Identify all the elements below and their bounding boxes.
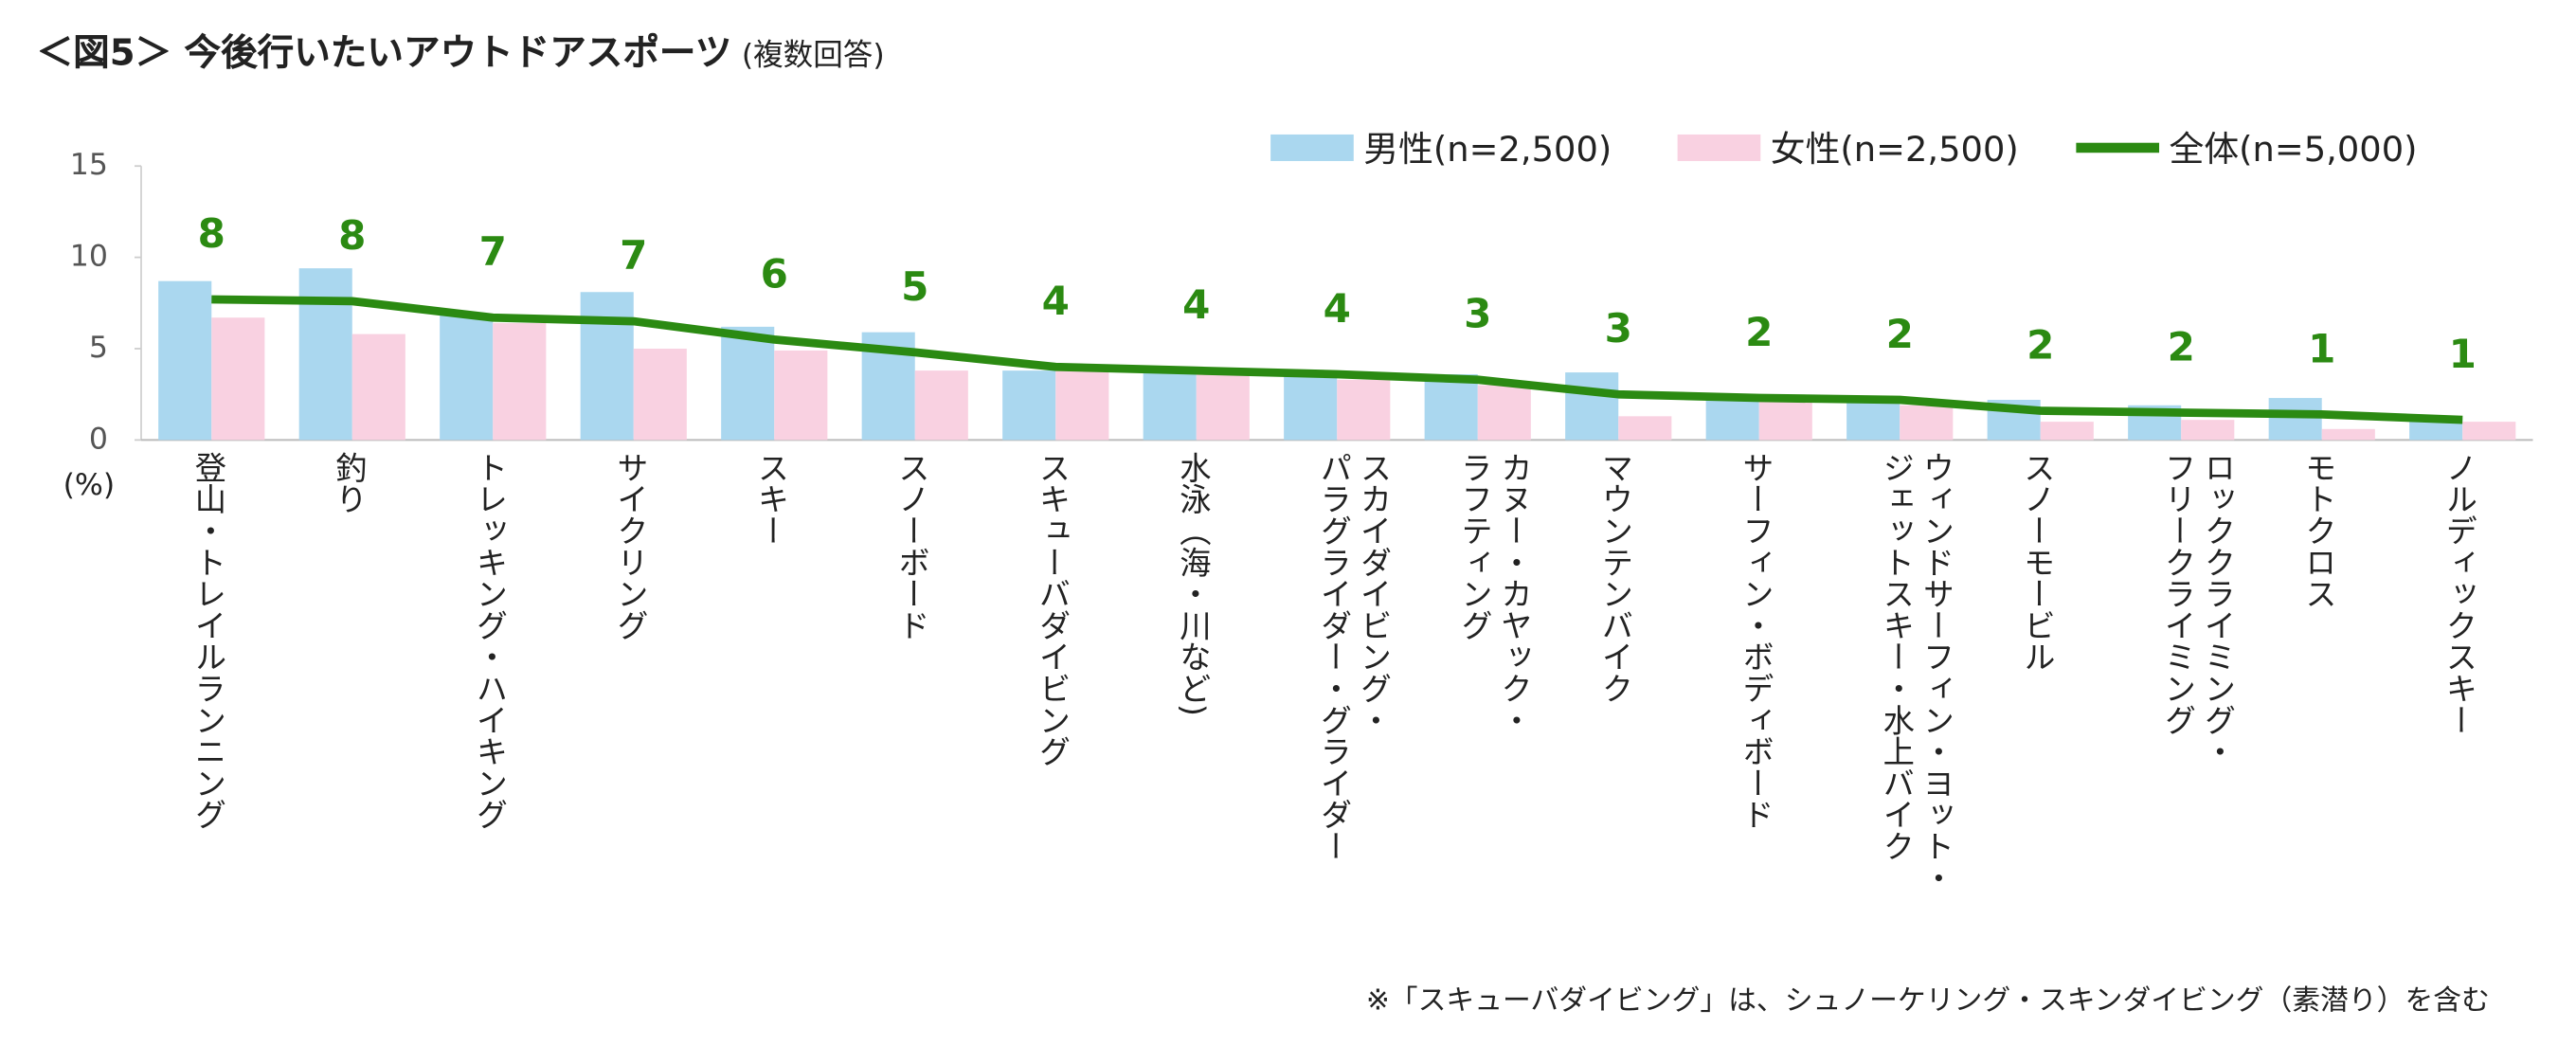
chart-subtitle: (複数回答) [741, 38, 885, 74]
bar [2181, 420, 2235, 441]
x-tick-label: トレッキング・ハイキング [471, 451, 509, 831]
legend-label: 全体(n=5,000) [2169, 129, 2418, 170]
data-label: 8 [338, 212, 366, 259]
x-tick-label: 水泳（海・川など) [1174, 451, 1212, 717]
legend-swatch [2076, 142, 2160, 153]
bar [2040, 422, 2094, 441]
data-label: 2 [1745, 309, 1773, 355]
bar [774, 350, 828, 441]
bar [2462, 422, 2516, 441]
bar [2321, 428, 2375, 441]
data-label: 4 [1324, 285, 1351, 332]
data-label: 3 [1464, 291, 1491, 337]
x-tick-label: スキューバダイビング [1034, 451, 1072, 767]
bar [580, 292, 634, 441]
legend-label: 男性(n=2,500) [1363, 129, 1612, 170]
legend-item: 全体(n=5,000) [2076, 123, 2418, 173]
data-label: 7 [620, 232, 647, 279]
bar [1477, 385, 1531, 441]
bar [298, 268, 352, 441]
bar [1055, 365, 1109, 441]
bar [721, 326, 775, 441]
bar [2409, 418, 2463, 441]
data-label: 4 [1042, 278, 1070, 324]
bar [633, 349, 687, 441]
y-tick-label: 15 [70, 148, 108, 182]
data-label: 4 [1182, 281, 1210, 328]
x-tick-label: 釣り [330, 451, 368, 515]
x-tick-label: サーフィン・ボディボード [1737, 451, 1774, 831]
chart-title-row: ＜図5＞ 今後行いたいアウトドアスポーツ (複数回答) [37, 24, 885, 77]
x-tick-label: ロッククライミング・ フリークライミング [2159, 451, 2237, 767]
bar [158, 280, 212, 441]
data-label: 7 [479, 228, 507, 275]
data-label: 5 [901, 263, 928, 310]
data-label: 8 [198, 210, 225, 257]
bar [1900, 405, 1954, 441]
x-tick-label: スキー [752, 451, 790, 547]
legend-swatch [1677, 134, 1761, 161]
bar [1618, 416, 1672, 441]
footnote: ※「スキューバダイビング」は、シュノーケリング・スキンダイビング（素潜り）を含む [1365, 984, 2490, 1019]
bar [1196, 373, 1250, 441]
data-label: 2 [2027, 321, 2054, 368]
data-label: 2 [1886, 311, 1914, 357]
x-tick-label: スノーボード [892, 451, 930, 641]
bar [1758, 401, 1812, 441]
x-tick-label: マウンテンバイク [1596, 451, 1634, 705]
bar [351, 334, 405, 441]
bar [914, 370, 968, 441]
bar [440, 314, 494, 441]
y-tick-label: 5 [89, 331, 108, 365]
x-tick-label: 登山・トレイルランニング [189, 451, 227, 831]
bar [493, 323, 547, 441]
x-tick-label: モトクロス [2299, 451, 2337, 610]
x-tick-label: ウィンドサーフィン・ヨット・ ジェットスキー・水上バイク [1878, 451, 1955, 893]
x-tick-label: スカイダイビング・ パラグライダー・グライダー [1315, 451, 1393, 862]
y-tick-label: 0 [89, 422, 108, 456]
legend-item: 男性(n=2,500) [1270, 123, 1612, 173]
bar [1284, 370, 1338, 441]
y-tick-label: 10 [70, 240, 108, 274]
x-tick-label: カヌー・カヤック・ ラフティング [1455, 451, 1533, 736]
bar [211, 317, 265, 441]
legend-label: 女性(n=2,500) [1770, 129, 2019, 170]
line [211, 295, 2463, 424]
data-label: 6 [761, 250, 788, 297]
chart-title: ＜図5＞ 今後行いたいアウトドアスポーツ [36, 33, 732, 75]
data-label: 1 [2308, 325, 2335, 371]
data-label: 3 [1605, 305, 1632, 352]
bar [1705, 394, 1759, 441]
y-unit-label: (%) [63, 468, 116, 503]
x-tick-label: スノーモービル [2018, 451, 2056, 673]
bar [1143, 367, 1197, 441]
bar [1337, 379, 1391, 441]
data-label: 2 [2168, 323, 2195, 370]
data-label: 1 [2449, 331, 2477, 377]
legend-item: 女性(n=2,500) [1677, 123, 2019, 173]
bar [1565, 372, 1619, 441]
bar [2268, 398, 2322, 441]
x-tick-label: ノルディックスキー [2441, 451, 2477, 736]
bar [1002, 370, 1056, 441]
x-tick-label: サイクリング [611, 451, 649, 641]
legend-swatch [1270, 134, 1354, 161]
bar [1424, 373, 1478, 441]
